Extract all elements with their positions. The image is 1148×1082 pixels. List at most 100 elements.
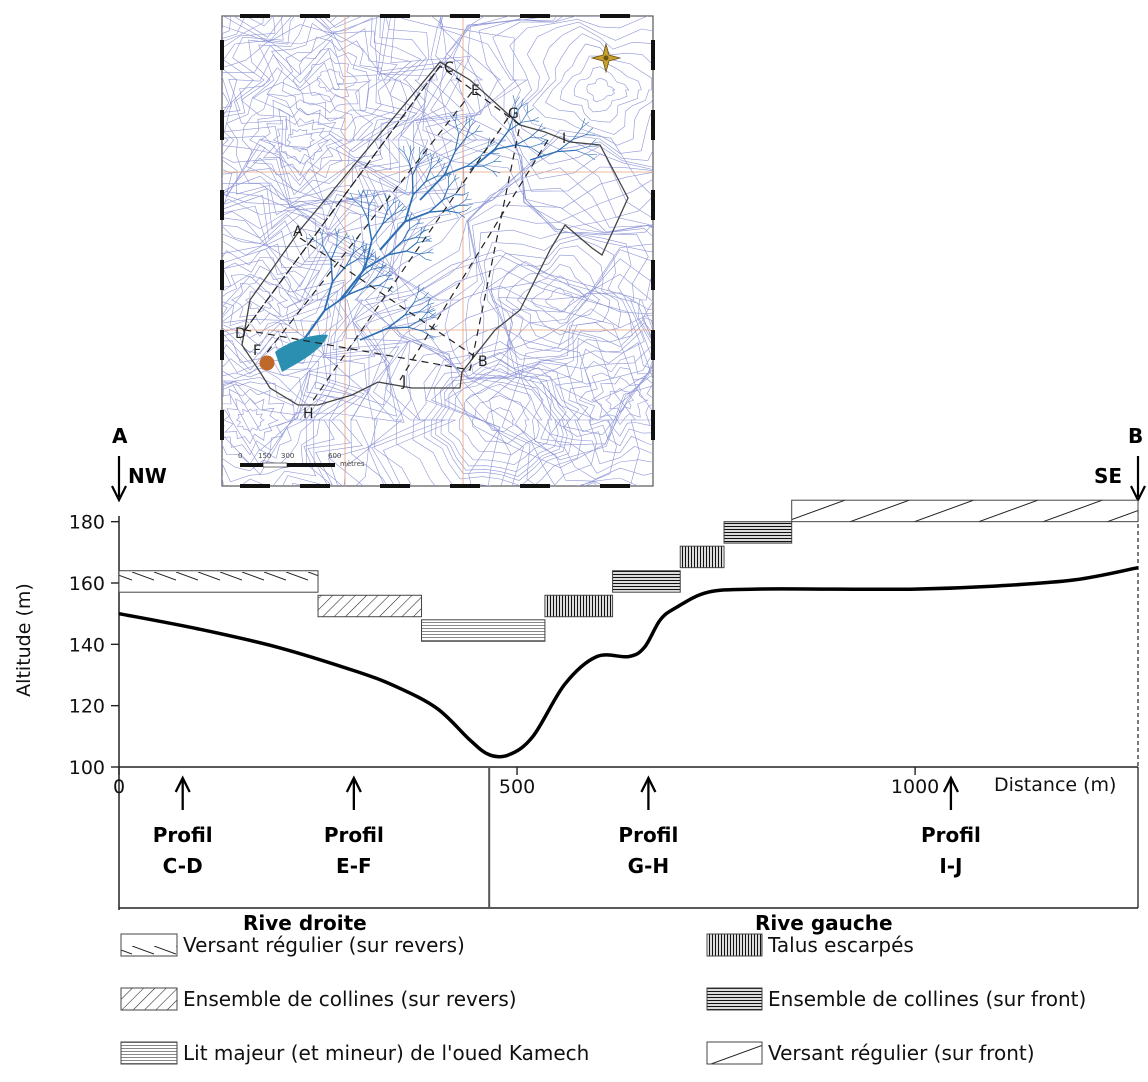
stream-segment [493,155,501,162]
scale-label-0: 0 [238,452,242,460]
scale-label-150: 150 [258,452,271,460]
legend-label-collines_front: Ensemble de collines (sur front) [768,987,1086,1011]
stream-segment [513,106,522,116]
stream-segment [386,203,394,212]
stream-segment [305,237,314,241]
contour-line [424,187,653,421]
stream-segment [416,240,426,244]
contour-line [554,342,653,454]
contour-line [266,22,398,131]
stream-segment [520,98,524,107]
contour-line [374,306,637,486]
stream-segment [373,190,375,198]
stream-segment [321,228,324,236]
contour-line [282,36,384,122]
stream-segment [410,145,412,153]
map-letter-f: F [253,343,261,359]
contour-line [222,48,407,230]
stream-segment [531,117,539,121]
frame-bar [220,40,224,70]
y-ticks: 100 120 140 160 180 [69,512,119,779]
contour-line [439,16,653,231]
stream-segment [392,210,401,216]
stream-segment [587,154,596,161]
stream-segment [360,196,363,207]
stream-segment [420,229,426,235]
stream-segment [397,200,401,208]
stream-segment [392,207,399,216]
contour-line [501,298,653,486]
north-arrow-icon [590,42,622,74]
x-tick-label: 0 [113,776,125,798]
map-letter-h: H [303,406,314,422]
contour-line [222,62,391,216]
stream-segment [365,284,380,288]
unit-segment-talus [544,594,614,618]
stream-segment [407,326,422,332]
scale-label-600: 600 [328,452,341,460]
stream-segment [454,121,460,135]
stream-segment [527,104,529,113]
contour-line [223,397,279,445]
endpoint-a-letter: A [112,424,128,448]
stream-segment [465,126,471,139]
stream-segment [370,267,381,270]
stream-segment [454,134,460,153]
stream-segment [529,151,557,161]
stream-segment [521,112,528,123]
contour-line [517,21,653,161]
frame-bar [600,14,630,18]
stream-segment [343,235,350,240]
contour-line [532,33,653,146]
stream-segment [352,242,356,254]
stream-segment [331,265,347,283]
stream-segment [381,210,388,225]
contour-line [272,117,329,165]
profile-marker-pair: I-J [939,854,962,878]
stream-segment [392,196,396,204]
stream-segment [445,173,452,176]
contour-line [241,92,365,193]
map-letter-b: B [478,354,488,370]
stream-segment [429,335,435,341]
x-ticks: 0 500 1000 [113,767,939,798]
x-axis-label: Distance (m) [994,774,1116,796]
stream-segment [458,210,467,214]
stream-segment [575,149,588,156]
contour-line [251,16,412,143]
stream-segment [365,277,377,288]
stream-segment [469,148,496,171]
y-tick-label: 140 [69,634,105,656]
endpoint-b-letter: B [1128,424,1143,448]
stream-segment [412,181,427,196]
contour-line [222,198,385,406]
y-tick-label: 160 [69,573,105,595]
stream-segment [465,198,472,201]
stream-segment [465,193,469,201]
stream-segment [387,326,409,329]
stream-segment [425,169,431,182]
stream-segment [339,268,366,301]
contour-line [545,43,653,135]
stream-segment [420,316,431,321]
profile-line-g-h [309,117,509,406]
contour-line [492,16,653,180]
stream-segment [425,237,432,242]
contour-line [232,16,427,165]
stream-segment [428,199,444,213]
stream-segment [446,205,459,212]
stream-segment [364,254,389,270]
endpoint-a-orientation: NW [128,464,167,488]
stream-segment [410,146,415,153]
contour-line [381,148,653,446]
stream-segment [425,175,438,183]
contour-line [222,300,403,486]
y-tick-label: 180 [69,512,105,534]
stream-segment [492,170,498,177]
legend-swatch-talus [706,933,763,957]
profile-line-a-b [299,237,481,361]
contour-line [222,329,358,486]
contour-line [286,128,316,153]
contour-line [222,388,293,456]
stream-segment [323,293,349,312]
